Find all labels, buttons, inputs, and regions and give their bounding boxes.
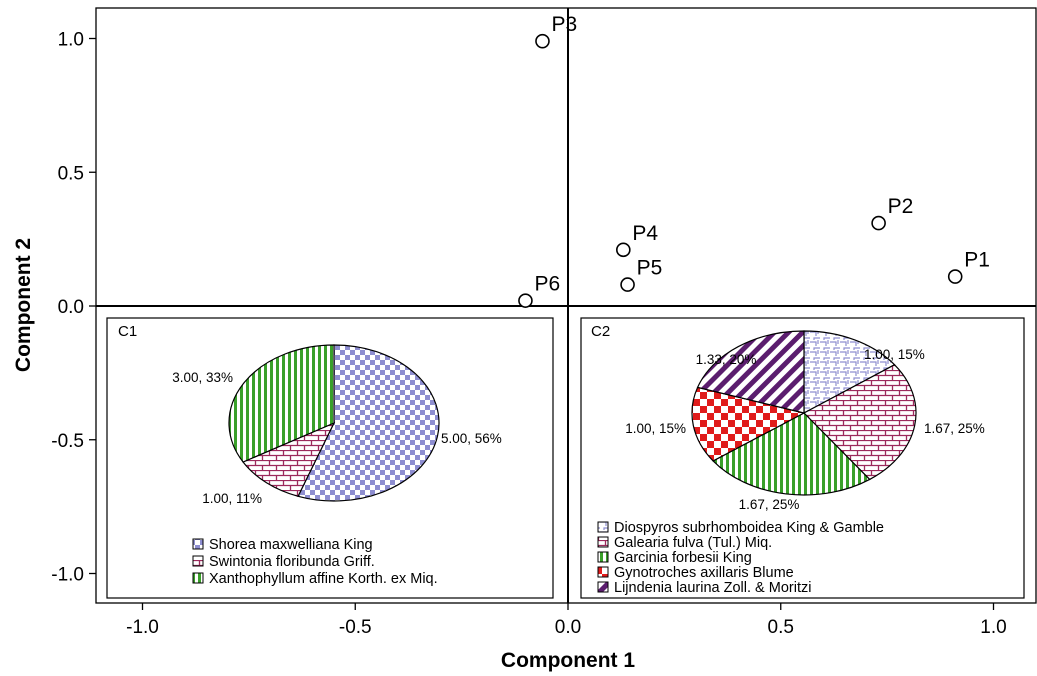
- legend-label: Garcinia forbesii King: [614, 550, 752, 566]
- scatter-point-p4: [616, 242, 631, 258]
- pie-slice: [297, 344, 440, 502]
- inset-c2-label: C2: [591, 323, 610, 340]
- y-tick-label: 0.0: [58, 297, 84, 318]
- legend-label: Swintonia floribunda Griff.: [209, 554, 375, 570]
- scatter-point-p1: [947, 269, 963, 284]
- y-axis-ticks: 1.0 0.5 0.0 -0.5 -1.0: [51, 30, 96, 586]
- y-tick-label: 1.0: [58, 30, 84, 51]
- point-label-p6: P6: [534, 273, 560, 296]
- x-tick-label: 1.0: [980, 617, 1006, 638]
- pie-slice-label: 1.00, 11%: [202, 491, 262, 506]
- pie-slice: [228, 344, 335, 463]
- pie-slice: [696, 330, 805, 414]
- legend-label: Galearia fulva (Tul.) Miq.: [614, 535, 772, 551]
- inset-c1: C1 5.00, 56% 1.00, 11% 3.00, 33% Shorea ma…: [106, 317, 554, 599]
- x-tick-label: 0.5: [768, 617, 794, 638]
- legend-swatch: [192, 555, 204, 567]
- y-tick-label: -0.5: [51, 431, 84, 452]
- pie-slice: [691, 386, 806, 462]
- pie-slice: [712, 412, 871, 496]
- x-tick-label: -1.0: [126, 617, 159, 638]
- y-axis-title: Component 2: [12, 238, 35, 372]
- pie-slice: [803, 364, 917, 481]
- pie-slice: [242, 421, 336, 498]
- scatter-point-p3: [535, 33, 550, 49]
- legend-label: Lijndenia laurina Zoll. & Moritzi: [614, 580, 811, 596]
- legend-swatch: [597, 566, 609, 578]
- x-tick-label: -0.5: [339, 617, 372, 638]
- legend-swatch: [597, 521, 609, 533]
- inset-c2: C2 1.00, 15%1.67, 25%1.67, 25%1.00, 15%1…: [580, 317, 1025, 599]
- pie-c1: 5.00, 56% 1.00, 11% 3.00, 33%: [172, 344, 502, 506]
- scatter-points: P1 P2 P3 P4 P5 P6: [518, 13, 990, 308]
- pie-slice-label: 3.00, 33%: [172, 370, 233, 385]
- pie-slice-label: 1.67, 25%: [739, 497, 800, 512]
- legend-label: Xanthophyllum affine Korth. ex Miq.: [209, 571, 438, 587]
- pie-c2: 1.00, 15% 1.67, 25% 1.67, 25% 1.00, 15% 1.33…: [625, 330, 985, 512]
- x-axis-ticks: -1.0 -0.5 0.0 0.5 1.0: [126, 603, 1007, 638]
- legend-label: Diospyros subrhomboidea King & Gamble: [614, 520, 884, 536]
- x-axis-title: Component 1: [501, 649, 635, 672]
- legend-label: Shorea maxwelliana King: [209, 537, 373, 553]
- inset-c1-label: C1: [118, 323, 137, 340]
- point-label-p3: P3: [551, 13, 577, 36]
- pie-slice-label: 1.67, 25%: [924, 421, 985, 436]
- pie-slice-label: 1.00, 15%: [625, 421, 686, 436]
- legend-swatch: [597, 581, 609, 593]
- legend-swatch: [597, 536, 609, 548]
- x-tick-label: 0.0: [555, 617, 581, 638]
- legend-c2: Diospyros subrhomboidea King & GambleGal…: [597, 520, 884, 596]
- y-tick-label: -1.0: [51, 565, 84, 586]
- pie-slice-label: 1.00, 15%: [864, 347, 925, 362]
- pie-slice: [803, 330, 896, 414]
- point-label-p5: P5: [637, 257, 663, 280]
- pie-slice-label: 1.33, 20%: [696, 352, 757, 367]
- scatter-point-p6: [518, 293, 533, 308]
- point-label-p1: P1: [964, 249, 990, 272]
- legend-swatch: [597, 551, 609, 563]
- legend-swatch: [192, 538, 204, 550]
- legend-swatch: [192, 572, 204, 584]
- scatter-point-p5: [620, 277, 635, 292]
- scatter-point-p2: [871, 215, 886, 231]
- pie-slice-label: 5.00, 56%: [441, 431, 502, 446]
- point-label-p2: P2: [888, 195, 914, 218]
- legend-label: Gynotroches axillaris Blume: [614, 565, 794, 581]
- point-label-p4: P4: [632, 222, 658, 245]
- y-tick-label: 0.5: [58, 163, 84, 184]
